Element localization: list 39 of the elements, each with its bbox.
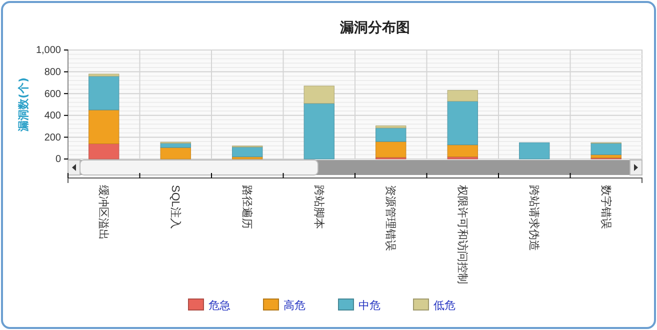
bar <box>232 146 263 158</box>
bar <box>447 90 478 102</box>
legend-label: 低危 <box>434 299 456 312</box>
bar <box>88 143 120 160</box>
x-tick-label: 缓冲区溢出 <box>97 185 110 240</box>
legend-label: 高危 <box>284 299 306 312</box>
bar <box>88 74 120 76</box>
bar <box>88 110 120 144</box>
bar <box>376 126 406 128</box>
y-tick-label: 0 <box>55 154 62 166</box>
x-tick-label: 跨站请求伪造 <box>528 185 541 251</box>
bar <box>232 156 263 160</box>
bar <box>447 100 478 146</box>
bar <box>304 86 334 104</box>
y-tick-label: 400 <box>44 110 62 122</box>
bar <box>376 128 406 142</box>
x-tick-label: 数字错误 <box>599 185 612 229</box>
bar <box>88 76 120 110</box>
bar <box>160 142 191 148</box>
x-tick-label: SQL注入 <box>168 185 182 230</box>
y-tick-label: 1,000 <box>36 45 62 56</box>
bar <box>590 142 622 155</box>
bar <box>519 142 550 160</box>
y-tick-label: 800 <box>44 67 62 78</box>
bar <box>304 103 334 160</box>
x-tick-label: 资源管理错误 <box>384 185 396 251</box>
x-tick-label: 路径遍历 <box>240 185 254 229</box>
bar <box>447 156 478 160</box>
legend-label: 危急 <box>208 299 230 312</box>
bar <box>376 141 406 158</box>
x-tick-label: 跨站脚本 <box>312 185 326 229</box>
legend-label: 中危 <box>358 299 380 312</box>
y-tick-label: 600 <box>44 88 62 100</box>
chart-title: 漏洞分布图 <box>339 20 410 36</box>
x-tick-label: 权限许可和访问控制 <box>456 184 469 284</box>
y-axis-title: 漏洞数(个) <box>17 77 30 133</box>
bar <box>160 147 191 160</box>
bar <box>447 144 478 158</box>
y-tick-label: 200 <box>44 132 62 144</box>
